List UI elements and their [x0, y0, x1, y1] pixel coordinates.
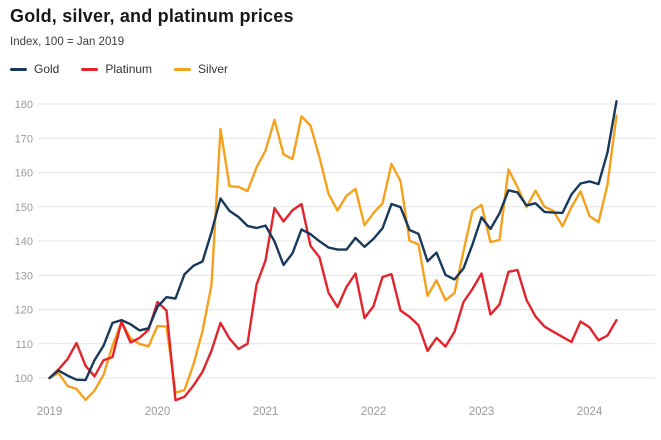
x-tick-label: 2021 — [253, 406, 279, 418]
platinum-line-swatch-icon — [81, 67, 99, 71]
legend-label-gold: Gold — [34, 62, 60, 76]
chart-legend: Gold Platinum Silver — [10, 62, 651, 76]
chart-title: Gold, silver, and platinum prices — [10, 6, 294, 26]
y-tick-label: 130 — [15, 270, 33, 282]
x-tick-label: 2023 — [469, 406, 495, 418]
legend-item-silver: Silver — [174, 62, 228, 76]
y-tick-label: 160 — [15, 168, 33, 180]
y-tick-label: 170 — [15, 133, 33, 145]
gold-line-swatch-icon — [10, 67, 27, 71]
legend-label-silver: Silver — [198, 62, 229, 76]
x-tick-label: 2024 — [577, 406, 603, 418]
y-tick-label: 140 — [15, 236, 33, 248]
x-tick-label: 2019 — [37, 406, 63, 418]
y-tick-label: 110 — [15, 339, 33, 351]
chart-subtitle: Index, 100 = Jan 2019 — [10, 36, 125, 48]
legend-label-platinum: Platinum — [105, 62, 153, 76]
y-tick-label: 150 — [15, 202, 33, 214]
legend-item-gold: Gold — [10, 62, 59, 76]
series-line-platinum — [48, 202, 618, 402]
x-tick-label: 2022 — [361, 406, 387, 418]
series-line-silver — [48, 114, 618, 402]
y-tick-label: 180 — [15, 99, 33, 111]
chart-header: Gold, silver, and platinum prices Index,… — [10, 6, 651, 76]
y-tick-label: 120 — [15, 305, 33, 317]
x-tick-label: 2020 — [145, 406, 171, 418]
y-tick-label: 100 — [15, 373, 33, 385]
legend-item-platinum: Platinum — [81, 62, 152, 76]
series-line-gold — [48, 100, 618, 382]
silver-line-swatch-icon — [174, 67, 192, 71]
